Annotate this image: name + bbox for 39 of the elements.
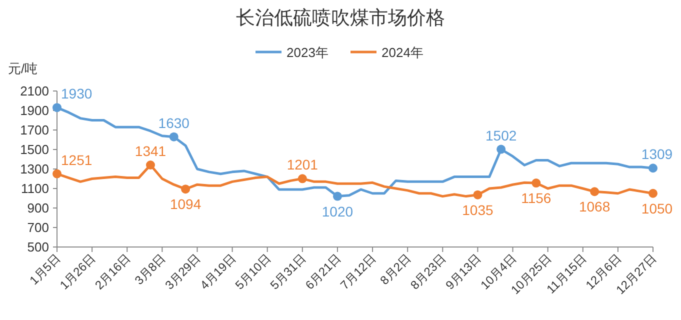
y-axis-title: 元/吨 xyxy=(8,61,38,76)
data-label: 1251 xyxy=(61,152,92,168)
y-tick-label: 1700 xyxy=(20,122,49,138)
y-tick-label: 900 xyxy=(27,200,49,216)
data-label: 1930 xyxy=(61,86,92,102)
point xyxy=(52,103,62,112)
data-label: 1068 xyxy=(578,198,610,215)
point xyxy=(298,174,307,184)
data-label: 1094 xyxy=(170,196,202,212)
data-label: 1035 xyxy=(462,202,494,218)
point xyxy=(146,160,155,170)
data-label: 1020 xyxy=(322,203,354,220)
point xyxy=(496,144,506,154)
data-label: 1309 xyxy=(641,146,673,162)
y-tick-label: 1500 xyxy=(20,142,49,157)
data-label: 1156 xyxy=(521,190,552,206)
y-tick-label: 500 xyxy=(27,240,49,254)
point xyxy=(52,169,62,178)
y-tick-label: 700 xyxy=(27,220,49,235)
point xyxy=(648,188,658,198)
legend-label: 2024年 xyxy=(382,45,424,60)
data-label: 1341 xyxy=(134,143,166,160)
y-tick-label: 1100 xyxy=(21,181,49,196)
y-tick-label: 2100 xyxy=(20,84,49,98)
point xyxy=(332,192,342,201)
data-label: 1201 xyxy=(286,156,318,173)
y-tick-label: 1300 xyxy=(20,162,49,176)
data-label: 1050 xyxy=(641,200,673,216)
point xyxy=(590,187,600,196)
point xyxy=(473,190,482,200)
chart-title: 长治低硫喷吹煤市场价格 xyxy=(236,7,445,29)
point xyxy=(169,132,178,142)
y-tick-label: 1900 xyxy=(20,103,49,118)
point xyxy=(181,184,190,194)
point xyxy=(648,164,658,173)
data-label: 1630 xyxy=(158,114,190,131)
data-label: 1502 xyxy=(486,127,517,144)
legend-label: 2023年 xyxy=(286,45,328,60)
point xyxy=(532,178,541,188)
